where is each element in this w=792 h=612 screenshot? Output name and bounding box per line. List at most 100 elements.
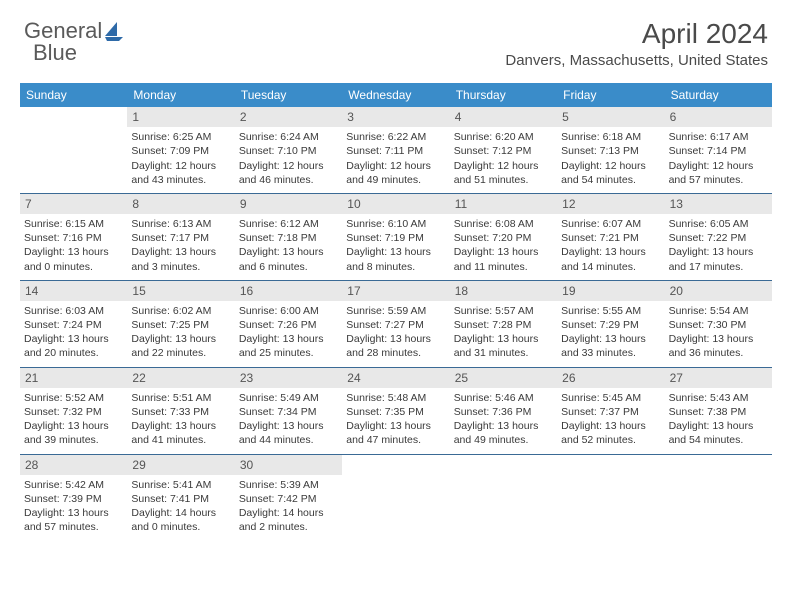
sunset-line: Sunset: 7:24 PM xyxy=(24,318,123,332)
day-cell: 11Sunrise: 6:08 AMSunset: 7:20 PMDayligh… xyxy=(450,194,557,280)
day-number: 27 xyxy=(665,368,772,388)
week-row: 14Sunrise: 6:03 AMSunset: 7:24 PMDayligh… xyxy=(20,281,772,368)
day-cell xyxy=(557,455,664,541)
dow-monday: Monday xyxy=(127,83,234,107)
day-cell: 24Sunrise: 5:48 AMSunset: 7:35 PMDayligh… xyxy=(342,368,449,454)
sunset-line: Sunset: 7:42 PM xyxy=(239,492,338,506)
day-number: 8 xyxy=(127,194,234,214)
daylight-line: Daylight: 13 hours and 11 minutes. xyxy=(454,245,553,273)
sunset-line: Sunset: 7:27 PM xyxy=(346,318,445,332)
sunrise-line: Sunrise: 6:15 AM xyxy=(24,217,123,231)
sunrise-line: Sunrise: 5:51 AM xyxy=(131,391,230,405)
sunset-line: Sunset: 7:09 PM xyxy=(131,144,230,158)
sunrise-line: Sunrise: 5:43 AM xyxy=(669,391,768,405)
daylight-line: Daylight: 14 hours and 0 minutes. xyxy=(131,506,230,534)
day-number xyxy=(557,455,664,475)
week-row: 1Sunrise: 6:25 AMSunset: 7:09 PMDaylight… xyxy=(20,107,772,194)
daylight-line: Daylight: 13 hours and 47 minutes. xyxy=(346,419,445,447)
day-number: 3 xyxy=(342,107,449,127)
sunset-line: Sunset: 7:22 PM xyxy=(669,231,768,245)
day-cell: 1Sunrise: 6:25 AMSunset: 7:09 PMDaylight… xyxy=(127,107,234,193)
daylight-line: Daylight: 13 hours and 8 minutes. xyxy=(346,245,445,273)
sunrise-line: Sunrise: 6:00 AM xyxy=(239,304,338,318)
day-number: 2 xyxy=(235,107,342,127)
day-cell: 12Sunrise: 6:07 AMSunset: 7:21 PMDayligh… xyxy=(557,194,664,280)
sunrise-line: Sunrise: 6:05 AM xyxy=(669,217,768,231)
day-number: 26 xyxy=(557,368,664,388)
day-number: 29 xyxy=(127,455,234,475)
sunset-line: Sunset: 7:32 PM xyxy=(24,405,123,419)
day-cell: 7Sunrise: 6:15 AMSunset: 7:16 PMDaylight… xyxy=(20,194,127,280)
daylight-line: Daylight: 13 hours and 31 minutes. xyxy=(454,332,553,360)
sunset-line: Sunset: 7:41 PM xyxy=(131,492,230,506)
page-subtitle: Danvers, Massachusetts, United States xyxy=(505,52,768,69)
daylight-line: Daylight: 13 hours and 52 minutes. xyxy=(561,419,660,447)
sunset-line: Sunset: 7:19 PM xyxy=(346,231,445,245)
daylight-line: Daylight: 13 hours and 44 minutes. xyxy=(239,419,338,447)
sunset-line: Sunset: 7:34 PM xyxy=(239,405,338,419)
day-cell: 28Sunrise: 5:42 AMSunset: 7:39 PMDayligh… xyxy=(20,455,127,541)
sunrise-line: Sunrise: 5:48 AM xyxy=(346,391,445,405)
day-cell: 20Sunrise: 5:54 AMSunset: 7:30 PMDayligh… xyxy=(665,281,772,367)
daylight-line: Daylight: 12 hours and 43 minutes. xyxy=(131,159,230,187)
day-number: 6 xyxy=(665,107,772,127)
day-number: 13 xyxy=(665,194,772,214)
day-cell xyxy=(20,107,127,193)
daylight-line: Daylight: 12 hours and 49 minutes. xyxy=(346,159,445,187)
sunrise-line: Sunrise: 6:22 AM xyxy=(346,130,445,144)
day-cell xyxy=(342,455,449,541)
calendar: Sunday Monday Tuesday Wednesday Thursday… xyxy=(20,83,772,540)
week-row: 21Sunrise: 5:52 AMSunset: 7:32 PMDayligh… xyxy=(20,368,772,455)
day-cell: 3Sunrise: 6:22 AMSunset: 7:11 PMDaylight… xyxy=(342,107,449,193)
daylight-line: Daylight: 13 hours and 36 minutes. xyxy=(669,332,768,360)
day-number: 5 xyxy=(557,107,664,127)
day-number: 9 xyxy=(235,194,342,214)
title-block: April 2024 Danvers, Massachusetts, Unite… xyxy=(505,18,768,69)
sunset-line: Sunset: 7:36 PM xyxy=(454,405,553,419)
day-number: 11 xyxy=(450,194,557,214)
day-cell: 15Sunrise: 6:02 AMSunset: 7:25 PMDayligh… xyxy=(127,281,234,367)
sunrise-line: Sunrise: 6:07 AM xyxy=(561,217,660,231)
daylight-line: Daylight: 13 hours and 20 minutes. xyxy=(24,332,123,360)
day-cell: 17Sunrise: 5:59 AMSunset: 7:27 PMDayligh… xyxy=(342,281,449,367)
sunrise-line: Sunrise: 6:20 AM xyxy=(454,130,553,144)
sunset-line: Sunset: 7:25 PM xyxy=(131,318,230,332)
day-number: 14 xyxy=(20,281,127,301)
daylight-line: Daylight: 13 hours and 57 minutes. xyxy=(24,506,123,534)
sunrise-line: Sunrise: 6:02 AM xyxy=(131,304,230,318)
daylight-line: Daylight: 12 hours and 57 minutes. xyxy=(669,159,768,187)
day-cell: 30Sunrise: 5:39 AMSunset: 7:42 PMDayligh… xyxy=(235,455,342,541)
daylight-line: Daylight: 13 hours and 22 minutes. xyxy=(131,332,230,360)
sunrise-line: Sunrise: 5:54 AM xyxy=(669,304,768,318)
sunrise-line: Sunrise: 6:24 AM xyxy=(239,130,338,144)
sunset-line: Sunset: 7:38 PM xyxy=(669,405,768,419)
daylight-line: Daylight: 13 hours and 0 minutes. xyxy=(24,245,123,273)
logo-sail-icon xyxy=(103,20,125,42)
daylight-line: Daylight: 13 hours and 39 minutes. xyxy=(24,419,123,447)
day-number: 20 xyxy=(665,281,772,301)
sunset-line: Sunset: 7:33 PM xyxy=(131,405,230,419)
day-number: 23 xyxy=(235,368,342,388)
day-cell: 25Sunrise: 5:46 AMSunset: 7:36 PMDayligh… xyxy=(450,368,557,454)
day-number: 16 xyxy=(235,281,342,301)
daylight-line: Daylight: 13 hours and 33 minutes. xyxy=(561,332,660,360)
daylight-line: Daylight: 13 hours and 17 minutes. xyxy=(669,245,768,273)
daylight-line: Daylight: 13 hours and 3 minutes. xyxy=(131,245,230,273)
sunrise-line: Sunrise: 5:57 AM xyxy=(454,304,553,318)
day-cell: 18Sunrise: 5:57 AMSunset: 7:28 PMDayligh… xyxy=(450,281,557,367)
day-number: 12 xyxy=(557,194,664,214)
day-cell: 19Sunrise: 5:55 AMSunset: 7:29 PMDayligh… xyxy=(557,281,664,367)
day-number: 17 xyxy=(342,281,449,301)
page-title: April 2024 xyxy=(505,18,768,50)
day-number: 22 xyxy=(127,368,234,388)
sunrise-line: Sunrise: 5:46 AM xyxy=(454,391,553,405)
day-number: 19 xyxy=(557,281,664,301)
day-cell: 10Sunrise: 6:10 AMSunset: 7:19 PMDayligh… xyxy=(342,194,449,280)
sunset-line: Sunset: 7:12 PM xyxy=(454,144,553,158)
day-number: 10 xyxy=(342,194,449,214)
sunrise-line: Sunrise: 6:03 AM xyxy=(24,304,123,318)
daylight-line: Daylight: 13 hours and 28 minutes. xyxy=(346,332,445,360)
day-cell: 14 Sunrise: 6:03 AMSunset: 7:24 PMDayligh… xyxy=(20,281,127,367)
sunset-line: Sunset: 7:10 PM xyxy=(239,144,338,158)
sunset-line: Sunset: 7:14 PM xyxy=(669,144,768,158)
